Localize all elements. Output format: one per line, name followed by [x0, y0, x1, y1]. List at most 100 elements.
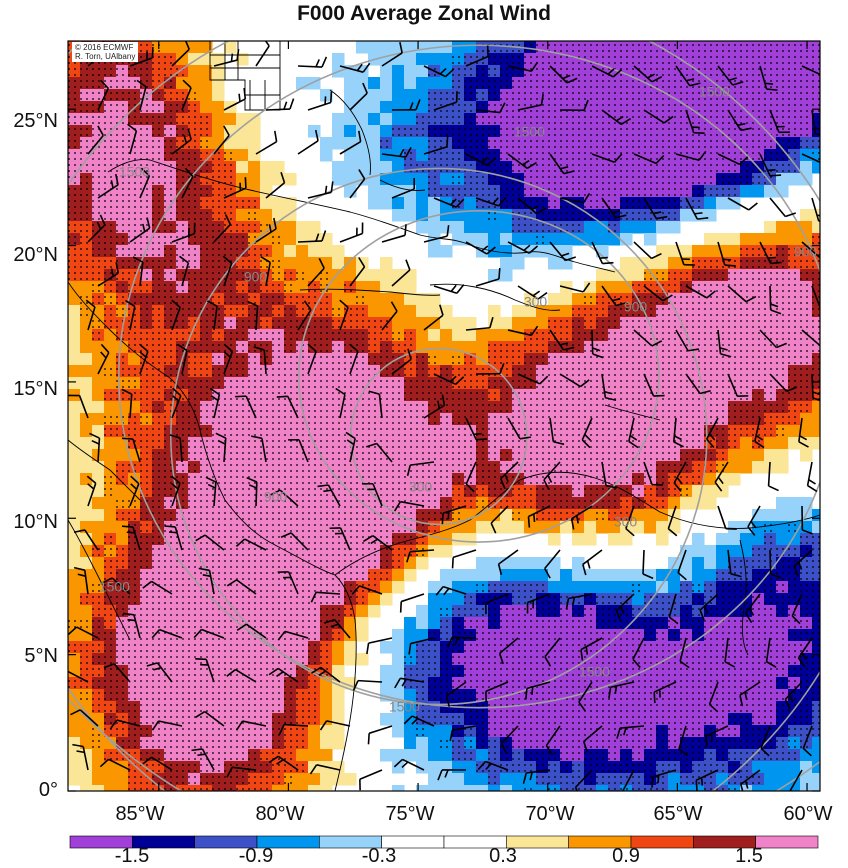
significance-stipple	[656, 305, 669, 318]
significance-stipple	[488, 89, 501, 102]
field-cell	[404, 137, 417, 150]
significance-stipple	[776, 365, 789, 378]
significance-stipple	[224, 629, 237, 642]
significance-stipple	[224, 281, 237, 294]
significance-stipple	[92, 149, 105, 162]
significance-stipple	[260, 305, 273, 318]
significance-stipple	[512, 365, 525, 378]
significance-stipple	[212, 425, 225, 438]
significance-stipple	[332, 545, 345, 558]
significance-stipple	[488, 473, 501, 486]
significance-stipple	[548, 149, 561, 162]
significance-stipple	[308, 545, 321, 558]
field-cell	[476, 521, 489, 534]
significance-stipple	[812, 269, 820, 282]
significance-stipple	[536, 161, 549, 174]
field-cell	[812, 221, 820, 234]
significance-stipple	[572, 305, 585, 318]
significance-stipple	[464, 629, 477, 642]
significance-stipple	[728, 257, 741, 270]
significance-stipple	[200, 317, 213, 330]
significance-stipple	[224, 317, 237, 330]
significance-stipple	[620, 341, 633, 354]
significance-stipple	[140, 413, 153, 426]
significance-stipple	[752, 401, 765, 414]
significance-stipple	[188, 149, 201, 162]
significance-stipple	[68, 149, 81, 162]
significance-stipple	[104, 101, 117, 114]
significance-stipple	[656, 497, 669, 510]
significance-stipple	[272, 281, 285, 294]
significance-stipple	[104, 113, 117, 126]
significance-stipple	[788, 317, 801, 330]
significance-stipple	[404, 341, 417, 354]
field-cell	[308, 269, 321, 282]
significance-stipple	[812, 89, 820, 102]
significance-stipple	[236, 293, 249, 306]
field-cell	[524, 557, 537, 570]
significance-stipple	[788, 245, 801, 258]
significance-stipple	[116, 293, 129, 306]
field-cell	[740, 461, 753, 474]
significance-stipple	[536, 113, 549, 126]
significance-stipple	[140, 437, 153, 450]
field-cell	[356, 41, 369, 54]
field-cell	[464, 221, 477, 234]
significance-stipple	[548, 353, 561, 366]
field-cell	[524, 569, 537, 582]
significance-stipple	[176, 545, 189, 558]
field-cell	[236, 137, 249, 150]
significance-stipple	[704, 257, 717, 270]
field-cell	[464, 521, 477, 534]
significance-stipple	[656, 329, 669, 342]
field-cell	[464, 197, 477, 210]
significance-stipple	[188, 257, 201, 270]
significance-stipple	[500, 149, 513, 162]
significance-stipple	[536, 65, 549, 78]
significance-stipple	[800, 257, 813, 270]
significance-stipple	[752, 125, 765, 138]
significance-stipple	[620, 65, 633, 78]
significance-stipple	[620, 137, 633, 150]
significance-stipple	[500, 173, 513, 186]
significance-stipple	[680, 53, 693, 66]
significance-stipple	[728, 269, 741, 282]
significance-stipple	[608, 221, 621, 234]
field-cell	[584, 581, 597, 594]
field-cell	[416, 89, 429, 102]
significance-stipple	[692, 89, 705, 102]
significance-stipple	[464, 389, 477, 402]
significance-stipple	[80, 269, 93, 282]
significance-stipple	[224, 365, 237, 378]
field-cell	[272, 209, 285, 222]
significance-stipple	[788, 269, 801, 282]
significance-stipple	[812, 557, 820, 570]
significance-stipple	[740, 173, 753, 186]
significance-stipple	[236, 245, 249, 258]
significance-stipple	[680, 305, 693, 318]
significance-stipple	[296, 581, 309, 594]
field-cell	[380, 161, 393, 174]
significance-stipple	[704, 125, 717, 138]
significance-stipple	[284, 461, 297, 474]
field-cell	[260, 185, 273, 198]
field-cell	[776, 533, 789, 546]
significance-stipple	[512, 161, 525, 174]
significance-stipple	[584, 317, 597, 330]
significance-stipple	[704, 365, 717, 378]
significance-stipple	[200, 245, 213, 258]
significance-stipple	[728, 605, 741, 618]
field-cell	[560, 293, 573, 306]
significance-stipple	[776, 161, 789, 174]
field-cell	[80, 365, 93, 378]
field-cell	[692, 569, 705, 582]
field-cell	[788, 425, 801, 438]
significance-stipple	[572, 365, 585, 378]
significance-stipple	[260, 293, 273, 306]
significance-stipple	[272, 257, 285, 270]
field-cell	[368, 293, 381, 306]
significance-stipple	[584, 401, 597, 414]
field-cell	[536, 245, 549, 258]
field-cell	[236, 161, 249, 174]
significance-stipple	[548, 197, 561, 210]
